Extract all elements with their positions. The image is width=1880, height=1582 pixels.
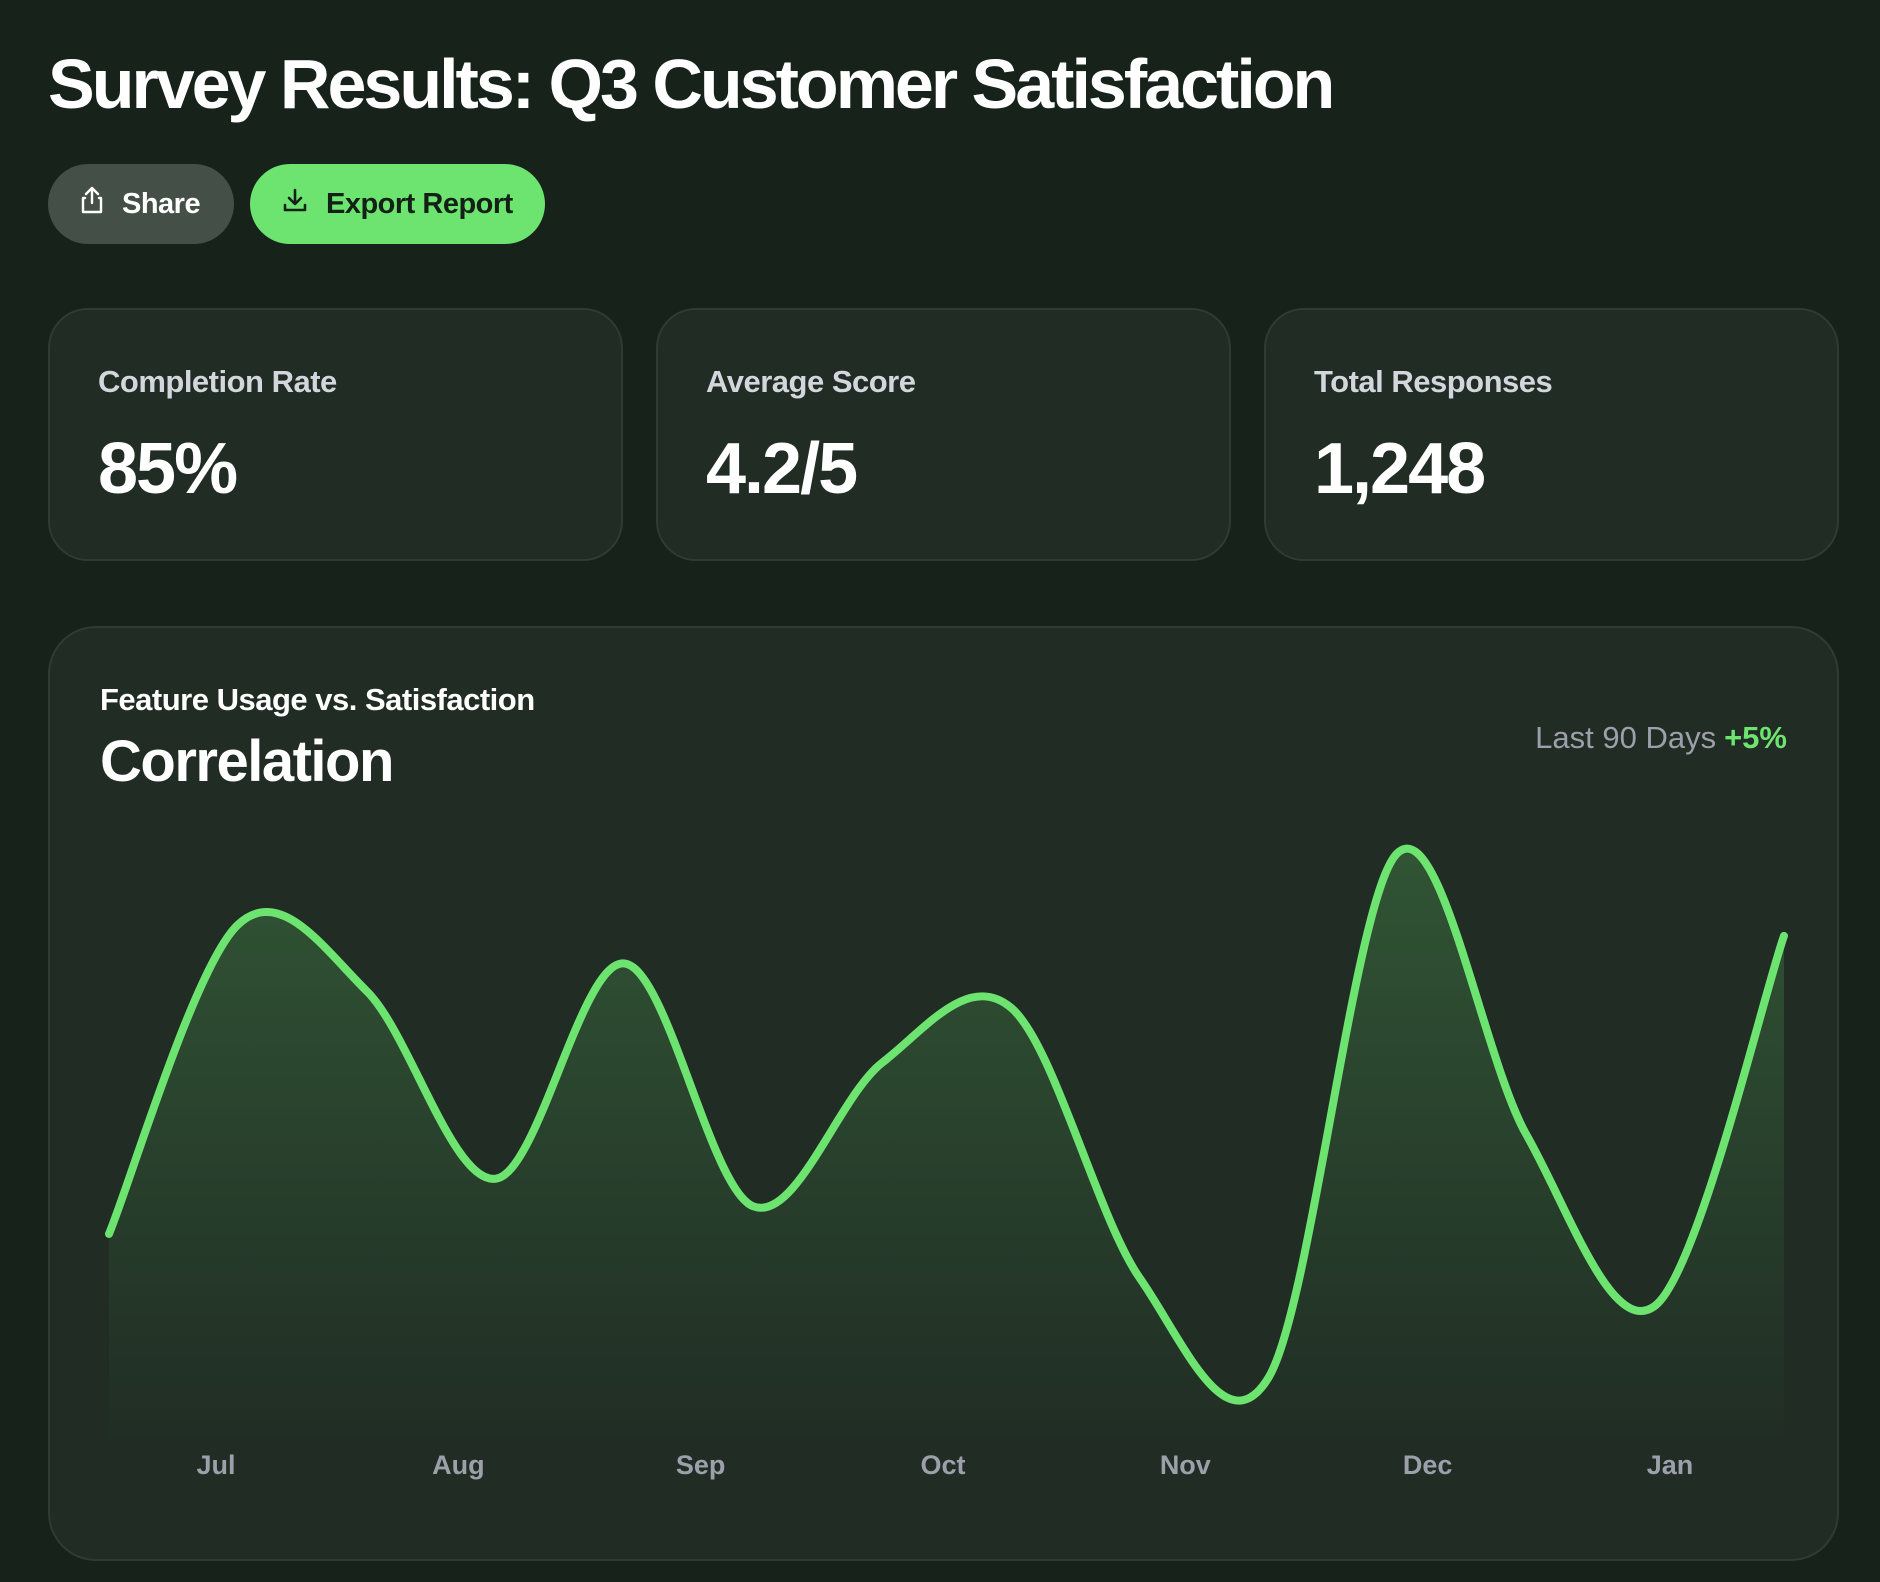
stat-card-average-score: Average Score 4.2/5 [656, 308, 1231, 561]
x-tick-label: Sep [676, 1450, 726, 1480]
x-tick-label: Jan [1647, 1450, 1694, 1480]
period-indicator: Last 90 Days +5% [1535, 720, 1787, 756]
stat-label: Completion Rate [98, 364, 337, 399]
series-line [105, 845, 1788, 1405]
x-tick-label: Jul [196, 1450, 235, 1480]
export-label: Export Report [326, 187, 513, 220]
stat-card-total-responses: Total Responses 1,248 [1264, 308, 1839, 561]
page-title: Survey Results: Q3 Customer Satisfaction [48, 45, 1335, 123]
period-label: Last 90 Days [1535, 720, 1717, 755]
chart-title: Correlation [100, 729, 394, 794]
chart-subtitle: Feature Usage vs. Satisfaction [100, 682, 535, 717]
share-icon [80, 186, 104, 222]
stat-label: Total Responses [1314, 364, 1553, 399]
stat-value: 1,248 [1314, 429, 1486, 509]
stat-card-completion-rate: Completion Rate 85% [48, 308, 623, 561]
chart-card: Feature Usage vs. Satisfaction Correlati… [48, 626, 1839, 1561]
area-fill [109, 848, 1784, 1458]
stat-value: 4.2/5 [706, 429, 858, 509]
share-button[interactable]: Share [48, 164, 234, 244]
area-chart: Jul Aug Sep Oct Nov Dec Jan [105, 845, 1788, 1480]
x-tick-label: Nov [1160, 1450, 1211, 1480]
stat-value: 85% [98, 429, 238, 509]
change-badge: +5% [1724, 720, 1787, 755]
share-label: Share [122, 187, 201, 220]
x-tick-label: Aug [432, 1450, 484, 1480]
download-icon [282, 187, 308, 221]
x-tick-label: Oct [920, 1450, 965, 1480]
x-tick-label: Dec [1403, 1450, 1453, 1480]
export-report-button[interactable]: Export Report [250, 164, 545, 244]
stat-label: Average Score [706, 364, 916, 399]
